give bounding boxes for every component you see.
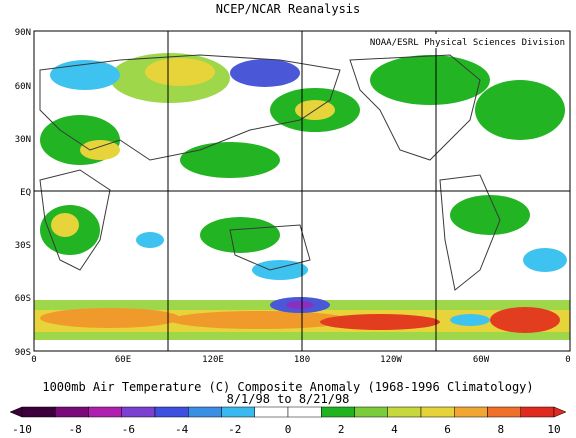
colorbar-segment <box>254 406 289 418</box>
lat-label: EQ <box>20 188 31 198</box>
colorbar-label: -4 <box>174 423 189 436</box>
warm-anomaly-t1-core <box>51 213 79 237</box>
colorbar-label: 10 <box>547 423 561 436</box>
warm-anomaly-s4 <box>490 307 560 333</box>
colorbar-label: 0 <box>284 423 292 436</box>
caption-line-2: 8/1/98 to 8/21/98 <box>226 392 350 406</box>
cold-anomaly-t2 <box>136 232 164 248</box>
caption-line-1: 1000mb Air Temperature (C) Composite Ano… <box>42 380 534 394</box>
colorbar-label: 8 <box>497 423 505 436</box>
colorbar-segment <box>88 406 122 418</box>
colorbar-segment <box>154 406 189 418</box>
colorbar-segment <box>287 406 322 418</box>
warm-anomaly-n5-core <box>80 140 120 160</box>
lon-label: 180 <box>294 355 310 365</box>
cold-anomaly-t1 <box>252 260 308 280</box>
colorbar-segment <box>354 406 388 418</box>
credit-box <box>358 34 568 48</box>
warm-anomaly-t2 <box>200 217 280 253</box>
colorbar-arrow-right <box>553 406 567 418</box>
colorbar-label: -6 <box>121 423 136 436</box>
lat-label: 30N <box>15 135 31 145</box>
cold-anomaly-n2 <box>230 59 300 87</box>
lon-label: 0 <box>31 355 36 365</box>
lat-label: 90N <box>15 28 31 38</box>
colorbar-label: 6 <box>444 423 451 436</box>
warm-anomaly-t3 <box>450 195 530 235</box>
cold-anomaly-s1-core <box>286 301 314 309</box>
warm-anomaly-s2 <box>170 311 350 329</box>
colorbar-label: -2 <box>228 423 242 436</box>
colorbar-segment <box>121 406 156 418</box>
warm-anomaly-n4 <box>475 80 565 140</box>
warm-anomaly-n6 <box>180 142 280 178</box>
colorbar-arrow-left <box>9 406 23 418</box>
warm-anomaly-n1-core <box>145 58 215 86</box>
colorbar-segment <box>21 406 56 418</box>
warm-anomaly-s3 <box>320 314 440 330</box>
lat-label: 90S <box>15 348 31 358</box>
lon-label: 0 <box>565 355 570 365</box>
lon-label: 60W <box>473 355 490 365</box>
lat-label: 60N <box>15 82 31 92</box>
lat-label: 30S <box>15 241 31 251</box>
lon-label: 120E <box>202 355 224 365</box>
lat-labels: 90N 60N 30N EQ 30S 60S 90S <box>15 28 31 358</box>
cold-anomaly-t3 <box>523 248 567 272</box>
warm-anomaly-s1 <box>40 308 180 328</box>
cold-anomaly-s2 <box>450 314 490 326</box>
warm-anomaly-n3 <box>370 55 490 105</box>
coastlines <box>39 54 501 291</box>
colorbar-segment <box>188 406 222 418</box>
lon-label: 60E <box>115 355 131 365</box>
lon-labels: 0 60E 120E 180 120W 60W 0 <box>31 355 570 365</box>
lat-label: 60S <box>15 294 31 304</box>
colorbar-segment <box>221 406 255 418</box>
cold-anomaly-n1 <box>50 60 120 90</box>
colorbar-label: -10 <box>12 423 32 436</box>
colorbar-segment <box>487 406 521 418</box>
colorbar-label: 4 <box>391 423 398 436</box>
colorbar-segment <box>387 406 422 418</box>
colorbar-segment <box>321 406 355 418</box>
colorbar-segment <box>55 406 89 418</box>
colorbar <box>9 406 567 418</box>
colorbar-segment <box>454 406 488 418</box>
map-title: NCEP/NCAR Reanalysis <box>215 2 361 16</box>
credit-text: NOAA/ESRL Physical Sciences Division <box>370 38 565 48</box>
colorbar-label: 2 <box>337 423 345 436</box>
colorbar-segment <box>520 406 555 418</box>
lon-label: 120W <box>380 355 402 365</box>
colorbar-segment <box>420 406 455 418</box>
colorbar-label: -8 <box>68 423 82 436</box>
